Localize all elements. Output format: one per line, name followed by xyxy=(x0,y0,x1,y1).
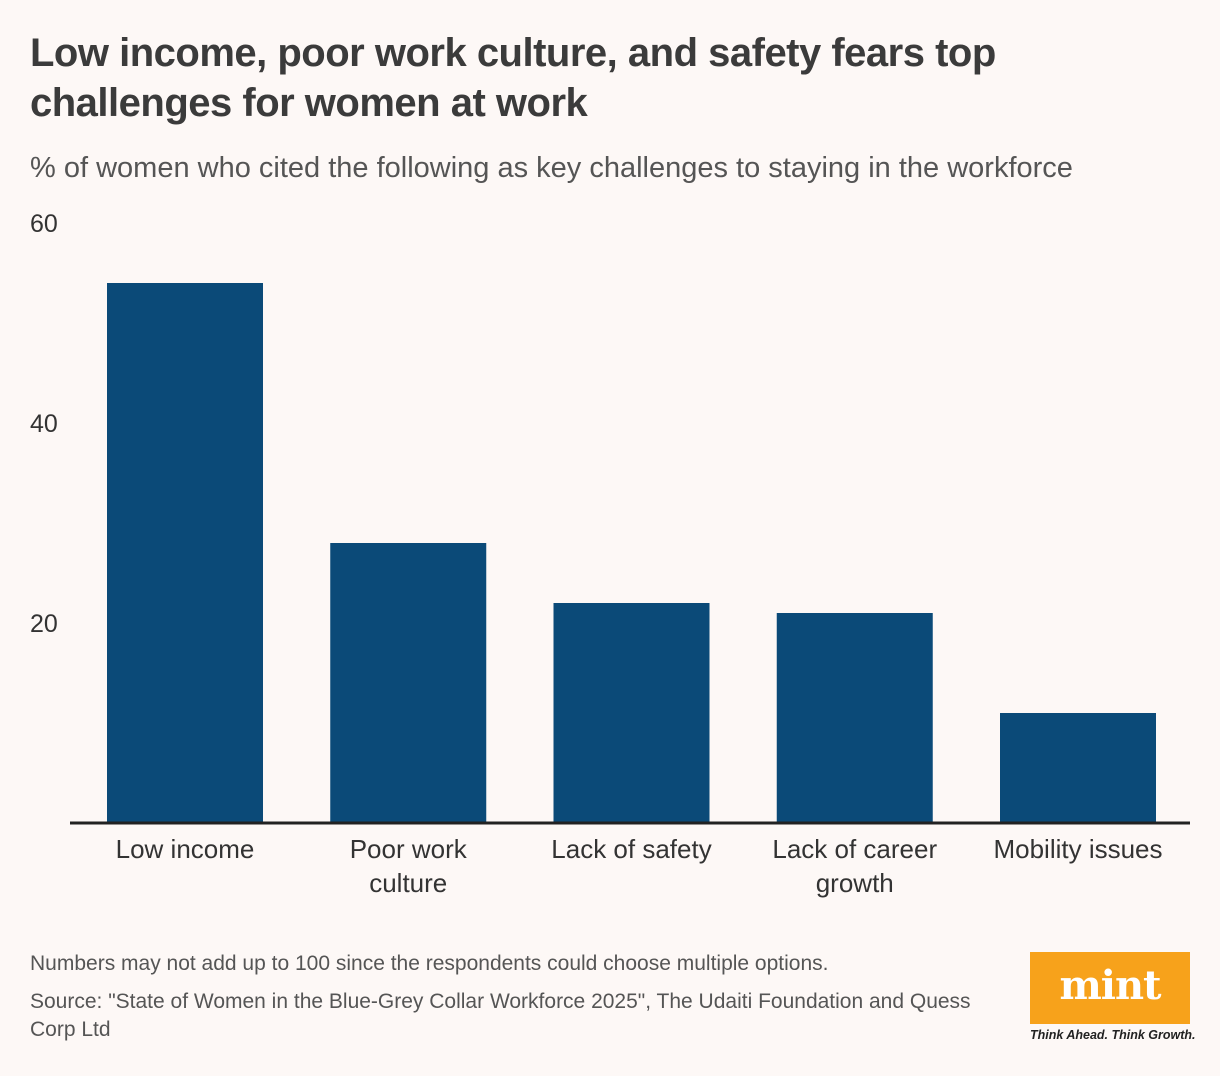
mint-logo: mint xyxy=(1030,952,1190,1024)
footnote: Numbers may not add up to 100 since the … xyxy=(30,952,829,975)
bar-4 xyxy=(1000,713,1156,823)
y-tick-label-60: 60 xyxy=(30,210,58,238)
logo-wordmark: mint xyxy=(1059,961,1161,1009)
x-category-label-0: Low income xyxy=(116,834,255,864)
logo-tagline: Think Ahead. Think Growth. xyxy=(1030,1028,1196,1042)
bar-1 xyxy=(330,543,487,823)
chart-title: Low income, poor work culture, and safet… xyxy=(30,31,996,125)
bar-3 xyxy=(776,613,933,823)
bar-chart: 20 40 60 Low income Poor work culture Lack of… xyxy=(30,210,1190,898)
source-note: Source: "State of Women in the Blue-Grey… xyxy=(30,990,971,1041)
bar-0 xyxy=(107,283,263,823)
bars xyxy=(107,283,1156,823)
y-tick-label-40: 40 xyxy=(30,410,58,438)
y-axis-ticks: 20 40 60 xyxy=(30,210,58,638)
x-category-label-1: Poor work culture xyxy=(350,834,468,898)
x-category-label-2: Lack of safety xyxy=(551,834,711,864)
x-category-label-3: Lack of career growth xyxy=(772,834,937,898)
x-category-label-4: Mobility issues xyxy=(993,834,1162,864)
chart-subtitle: % of women who cited the following as ke… xyxy=(30,152,1073,184)
bar-2 xyxy=(553,603,710,823)
x-axis-labels: Low income Poor work culture Lack of safety… xyxy=(116,834,1163,898)
y-tick-label-20: 20 xyxy=(30,610,58,638)
